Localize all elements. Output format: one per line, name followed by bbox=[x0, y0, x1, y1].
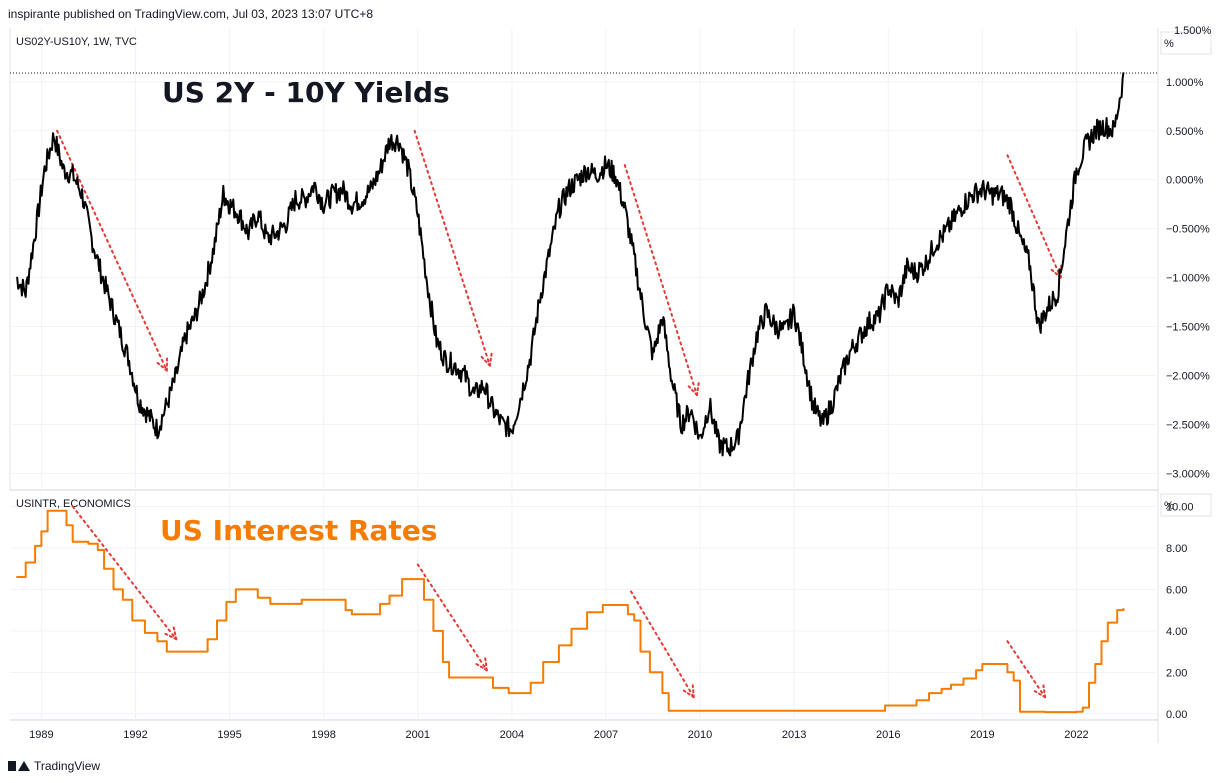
y-tick-label: −2.500% bbox=[1166, 419, 1210, 431]
x-tick-label: 2010 bbox=[688, 729, 712, 741]
annotation-arrow-line bbox=[1006, 640, 1047, 699]
top-annotations bbox=[56, 129, 1063, 397]
top-chart-title: US 2Y - 10Y Yields bbox=[162, 76, 450, 109]
y-tick-label: −0.500% bbox=[1166, 224, 1210, 236]
annotation-arrow-head bbox=[1042, 684, 1047, 699]
annotation-arrow-head bbox=[172, 626, 178, 641]
annotation-arrow-line bbox=[416, 563, 488, 672]
y-tick-label: 6.00 bbox=[1166, 584, 1187, 596]
bottom-pane-label: USINTR, ECONOMICS bbox=[16, 498, 131, 510]
y-tick-label: −3.000% bbox=[1166, 468, 1210, 480]
top-clip-tick: 1.500% bbox=[1174, 25, 1212, 37]
y-tick-label: 10.00 bbox=[1166, 502, 1194, 514]
y-tick-label: 2.00 bbox=[1166, 667, 1187, 679]
x-tick-label: 2019 bbox=[970, 729, 994, 741]
x-tick-label: 1989 bbox=[29, 729, 53, 741]
y-tick-label: 8.00 bbox=[1166, 543, 1187, 555]
top-y-axis: 1.000% 0.500% 0.000% −0.500% −1.000% −1.500% −… bbox=[1166, 77, 1210, 480]
top-unit-box[interactable] bbox=[1160, 31, 1212, 55]
annotation-arrow-head bbox=[691, 684, 695, 699]
grid-bottom bbox=[10, 492, 1158, 720]
annotation-arrow-head bbox=[484, 657, 488, 672]
x-tick-label: 2016 bbox=[876, 729, 900, 741]
y-tick-label: 4.00 bbox=[1166, 626, 1187, 638]
annotation-arrow-head bbox=[156, 361, 168, 372]
x-tick-label: 2001 bbox=[406, 729, 430, 741]
annotation-arrow-line bbox=[413, 129, 491, 367]
y-tick-label: −1.000% bbox=[1166, 273, 1210, 285]
annotation-arrow-head bbox=[682, 689, 695, 699]
x-tick-label: 2013 bbox=[782, 729, 806, 741]
bottom-unit-box[interactable] bbox=[1160, 493, 1212, 517]
annotation-arrow-head bbox=[480, 355, 491, 367]
y-tick-label: 0.500% bbox=[1166, 126, 1204, 138]
annotation-arrow-head bbox=[164, 632, 178, 641]
grid-top bbox=[10, 28, 1158, 488]
y-tick-label: 0.000% bbox=[1166, 175, 1204, 187]
x-tick-label: 2022 bbox=[1064, 729, 1088, 741]
yield-spread-line bbox=[16, 72, 1125, 457]
tradingview-logo-icon bbox=[8, 760, 30, 772]
annotation-arrow-head bbox=[1033, 690, 1047, 699]
annotation-arrow-line bbox=[1006, 154, 1062, 279]
x-tick-label: 1998 bbox=[311, 729, 335, 741]
y-tick-label: −2.000% bbox=[1166, 370, 1210, 382]
annotation-arrow-line bbox=[623, 164, 698, 397]
x-tick-label: 2004 bbox=[500, 729, 524, 741]
bottom-y-axis: 10.00 8.00 6.00 4.00 2.00 0.00 bbox=[1166, 502, 1194, 721]
publish-header: inspirante published on TradingView.com,… bbox=[8, 7, 374, 21]
bottom-annotations bbox=[71, 505, 1047, 699]
bottom-chart-title: US Interest Rates bbox=[160, 514, 437, 547]
footer-brand[interactable]: TradingView bbox=[8, 759, 100, 773]
x-tick-label: 1992 bbox=[123, 729, 147, 741]
annotation-arrow-head bbox=[687, 385, 698, 397]
annotation-arrow-line bbox=[630, 590, 695, 699]
pane-frames bbox=[9, 28, 1159, 743]
annotation-arrow-line bbox=[56, 129, 168, 372]
x-tick-label: 2007 bbox=[594, 729, 618, 741]
annotation-arrow-head bbox=[475, 663, 488, 672]
annotation-arrow-line bbox=[71, 505, 178, 641]
footer-brand-text: TradingView bbox=[34, 759, 101, 773]
x-tick-label: 1995 bbox=[217, 729, 241, 741]
y-tick-label: −1.500% bbox=[1166, 322, 1210, 334]
x-axis: 1989 1992 1995 1998 2001 2004 2007 2010 2013 2016… bbox=[29, 729, 1089, 741]
annotation-arrow-head bbox=[695, 382, 700, 397]
y-tick-label: 1.000% bbox=[1166, 77, 1204, 89]
interest-rate-line bbox=[16, 509, 1125, 714]
y-tick-label: 0.00 bbox=[1166, 709, 1187, 721]
bottom-unit-label: % bbox=[1164, 500, 1174, 512]
top-unit-label: % bbox=[1164, 38, 1174, 50]
annotation-arrow-head bbox=[488, 352, 493, 367]
top-pane-label: US02Y-US10Y, 1W, TVC bbox=[16, 36, 137, 48]
